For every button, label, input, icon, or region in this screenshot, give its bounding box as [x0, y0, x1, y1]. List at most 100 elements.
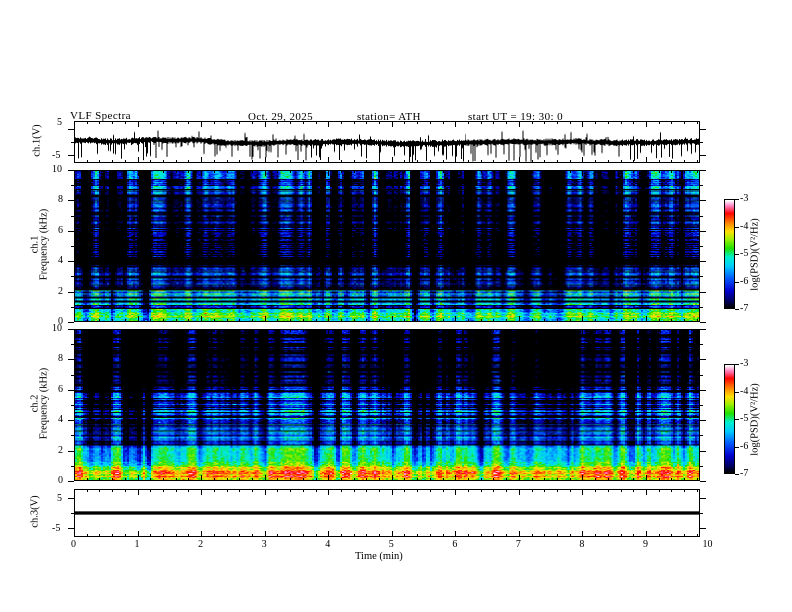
xtick-minor-ch1s	[621, 319, 622, 322]
xtick-minor-top-ch3w	[176, 489, 177, 492]
xtick-minor-ch1w	[443, 160, 444, 163]
xtick-major-top-ch1w	[74, 121, 75, 127]
xtick-minor-ch3w	[99, 534, 100, 537]
colorbar-tick-label: -6	[740, 440, 749, 452]
xtick-minor-top-ch1s	[87, 170, 88, 173]
ch1-spec-ylabel-frequency: Frequency (kHz)	[38, 208, 50, 281]
colorbar-tick-label: -5	[740, 413, 749, 424]
xtick-minor-top-ch1w	[176, 121, 177, 124]
xtick-minor-top-ch3w	[87, 489, 88, 492]
xtick-minor-ch1w	[417, 160, 418, 163]
xtick-minor-top-ch2s	[239, 329, 240, 332]
xtick-major-top-ch2s	[582, 329, 583, 335]
xtick-minor-ch3w	[544, 534, 545, 537]
xtick-minor-ch1w	[354, 160, 355, 163]
xtick-minor-ch1s	[608, 319, 609, 322]
xtick-minor-ch1s	[176, 319, 177, 322]
xtick-minor-ch1w	[621, 160, 622, 163]
xtick-major-top-ch1w	[138, 121, 139, 127]
colorbar-tick-label: -3	[740, 358, 749, 369]
xtick-minor-top-ch1s	[163, 170, 164, 173]
y-tick-label-ch2-spec: 0	[58, 475, 63, 486]
xtick-minor-top-ch2s	[493, 329, 494, 332]
xtick-minor-top-ch1w	[671, 121, 672, 124]
xtick-major-top-ch2s	[519, 329, 520, 335]
ytick-major-ch1s	[68, 200, 74, 201]
xtick-minor-ch1w	[595, 160, 596, 163]
xtick-minor-top-ch3w	[671, 489, 672, 492]
xtick-minor-top-ch2s	[697, 329, 698, 332]
ytick-right-ch1s	[700, 307, 703, 308]
xtick-major-top-ch2s	[392, 329, 393, 335]
xtick-minor-ch2s	[404, 478, 405, 481]
x-tick-label: 0	[71, 539, 76, 550]
xtick-minor-ch3w	[125, 534, 126, 537]
xtick-major-top-ch3w	[455, 489, 456, 495]
xtick-major-top-ch1w	[582, 121, 583, 127]
xtick-major-top-ch3w	[646, 489, 647, 495]
xtick-minor-top-ch2s	[277, 329, 278, 332]
xtick-major-ch1w	[201, 157, 202, 163]
xtick-minor-top-ch2s	[595, 329, 596, 332]
xtick-minor-ch3w	[481, 534, 482, 537]
xtick-minor-ch1w	[176, 160, 177, 163]
xtick-minor-top-ch1w	[544, 121, 545, 124]
ch1-ytick-neg5: -5	[52, 150, 61, 161]
xtick-minor-ch2s	[608, 478, 609, 481]
ch2-spectrogram-panel	[74, 329, 700, 481]
xtick-minor-ch3w	[277, 534, 278, 537]
xtick-minor-top-ch2s	[506, 329, 507, 332]
xtick-major-ch3w	[519, 531, 520, 537]
xtick-minor-top-ch3w	[633, 489, 634, 492]
xtick-minor-top-ch1s	[671, 170, 672, 173]
ytick-right-ch2s	[700, 359, 706, 360]
xtick-minor-ch2s	[87, 478, 88, 481]
xtick-major-ch3w	[265, 531, 266, 537]
ytick-right-ch1s	[700, 261, 706, 262]
xtick-minor-ch1s	[163, 319, 164, 322]
xtick-minor-top-ch3w	[608, 489, 609, 492]
xtick-minor-ch2s	[277, 478, 278, 481]
xtick-major-ch1s	[455, 316, 456, 322]
ytick-ch3w	[71, 513, 74, 514]
xtick-minor-ch3w	[290, 534, 291, 537]
xtick-minor-ch1w	[112, 160, 113, 163]
xtick-minor-top-ch2s	[532, 329, 533, 332]
xtick-minor-top-ch3w	[214, 489, 215, 492]
xtick-minor-ch1s	[188, 319, 189, 322]
xtick-minor-ch1w	[493, 160, 494, 163]
xtick-minor-top-ch2s	[188, 329, 189, 332]
xtick-minor-ch2s	[671, 478, 672, 481]
xtick-minor-top-ch1s	[481, 170, 482, 173]
ytick-minor-ch2s	[71, 344, 74, 345]
xtick-minor-ch3w	[176, 534, 177, 537]
xtick-minor-ch3w	[341, 534, 342, 537]
xtick-minor-top-ch1w	[87, 121, 88, 124]
ytick-major-ch2s	[68, 329, 74, 330]
xtick-minor-top-ch3w	[277, 489, 278, 492]
xtick-minor-top-ch2s	[468, 329, 469, 332]
xtick-minor-top-ch2s	[417, 329, 418, 332]
xtick-minor-ch3w	[87, 534, 88, 537]
xtick-minor-ch3w	[188, 534, 189, 537]
xtick-minor-top-ch1s	[303, 170, 304, 173]
xtick-minor-ch1s	[112, 319, 113, 322]
xtick-major-ch1s	[646, 316, 647, 322]
xtick-minor-top-ch1w	[468, 121, 469, 124]
xtick-minor-top-ch1s	[188, 170, 189, 173]
xtick-minor-top-ch2s	[252, 329, 253, 332]
xtick-major-ch2s	[201, 475, 202, 481]
xtick-major-top-ch3w	[74, 489, 75, 495]
xtick-minor-top-ch3w	[697, 489, 698, 492]
xtick-minor-ch3w	[366, 534, 367, 537]
xtick-minor-top-ch1s	[277, 170, 278, 173]
xtick-minor-ch1w	[99, 160, 100, 163]
xtick-minor-ch2s	[570, 478, 571, 481]
ch3-ytick-5: 5	[57, 493, 62, 504]
xtick-major-top-ch2s	[265, 329, 266, 335]
xtick-minor-top-ch3w	[493, 489, 494, 492]
ytick-major-ch1s	[68, 261, 74, 262]
xtick-minor-top-ch3w	[188, 489, 189, 492]
xtick-minor-ch1s	[150, 319, 151, 322]
xtick-minor-ch1w	[341, 160, 342, 163]
